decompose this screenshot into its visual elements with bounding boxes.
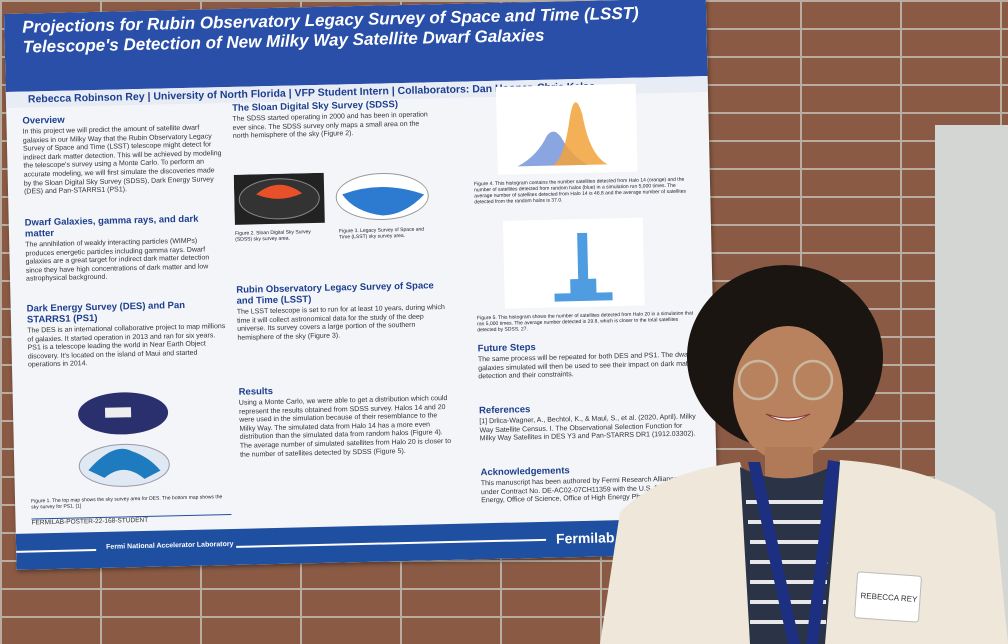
poster-id: FERMILAB-POSTER-22-168-STUDENT bbox=[31, 513, 232, 531]
section: The Sloan Digital Sky Survey (SDSS) The S… bbox=[232, 98, 433, 163]
caption: Figure 4. This histogram contains the nu… bbox=[473, 176, 687, 206]
section-body: The LSST telescope is set to run for at … bbox=[236, 304, 445, 342]
section-body: Using a Monte Carlo, we were able to get… bbox=[238, 395, 452, 459]
section: Results Using a Monte Carlo, we were able… bbox=[239, 382, 456, 505]
caption: Figure 2. Sloan Digital Sky Survey (SDSS… bbox=[234, 229, 311, 243]
section-body: In this project we will predict the amou… bbox=[22, 124, 222, 196]
section-heading: Dwarf Galaxies, gamma rays, and dark mat… bbox=[24, 213, 199, 240]
figure-1 bbox=[78, 392, 170, 487]
section: Dark Energy Survey (DES) and Pan STARRS1… bbox=[27, 299, 229, 389]
section-body: The SDSS started operating in 2000 and h… bbox=[232, 111, 428, 141]
figure-4 bbox=[495, 83, 638, 175]
section: Rubin Observatory Legacy Survey of Space… bbox=[236, 280, 452, 369]
person: REBECCA REY bbox=[600, 265, 1008, 644]
caption: Figure 3. Legacy Survey of Space and Tim… bbox=[338, 226, 425, 241]
badge-name: REBECCA REY bbox=[860, 591, 918, 604]
section-heading: Dark Energy Survey (DES) and Pan STARRS1… bbox=[26, 299, 186, 326]
section: Overview In this project we will predict … bbox=[22, 111, 224, 208]
figure-5 bbox=[502, 217, 645, 309]
figures-2-3 bbox=[233, 172, 429, 225]
section-body: The DES is an international collaborativ… bbox=[27, 323, 226, 369]
section-body: The annihilation of weakly interacting p… bbox=[25, 237, 210, 283]
caption: Figure 1. The top map shows the sky surv… bbox=[30, 494, 223, 511]
footer-lab: Fermi National Accelerator Laboratory bbox=[106, 540, 234, 551]
section-heading: Rubin Observatory Legacy Survey of Space… bbox=[236, 280, 434, 307]
poster: Projections for Rubin Observatory Legacy… bbox=[4, 0, 719, 570]
section: Dwarf Galaxies, gamma rays, and dark mat… bbox=[25, 213, 227, 296]
